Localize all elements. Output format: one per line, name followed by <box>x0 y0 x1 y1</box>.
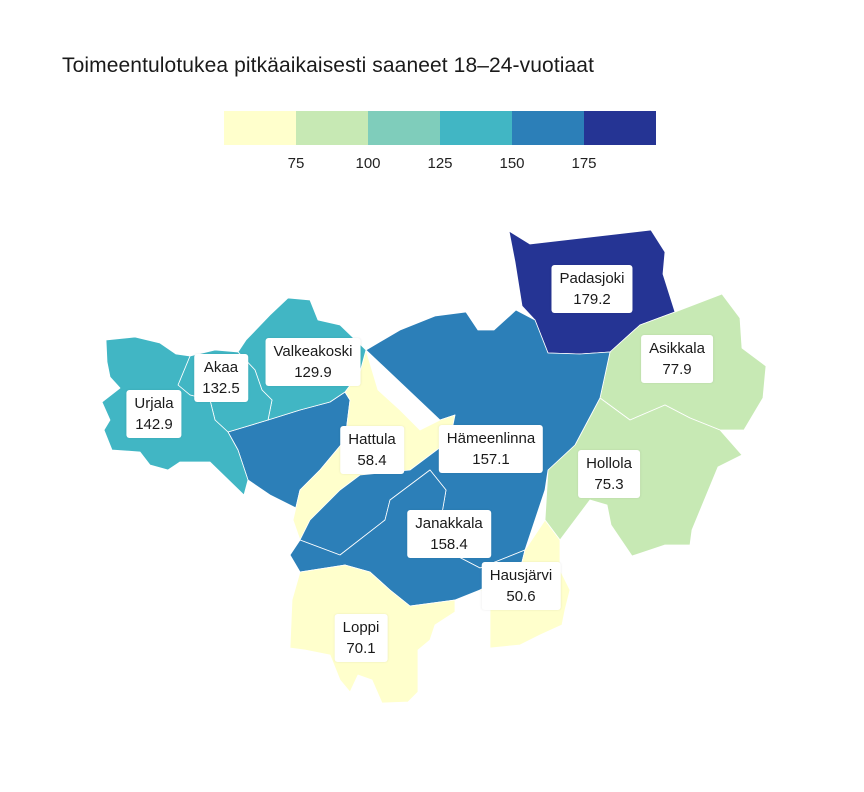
region-label-akaa: Akaa 132.5 <box>194 354 248 402</box>
region-value: 58.4 <box>357 452 387 469</box>
region-value: 157.1 <box>472 451 510 468</box>
region-label-padasjoki: Padasjoki 179.2 <box>551 265 633 313</box>
region-value: 77.9 <box>662 361 692 378</box>
region-value: 70.1 <box>346 640 376 657</box>
region-name: Loppi <box>342 619 380 636</box>
region-name: Hattula <box>348 431 396 448</box>
region-label-hollola: Hollola 75.3 <box>578 450 640 498</box>
legend-swatch-1 <box>224 111 296 145</box>
region-value: 129.9 <box>294 364 332 381</box>
legend-tick: 100 <box>355 155 381 172</box>
color-legend: 75 100 125 150 175 <box>224 111 656 181</box>
region-label-hattula: Hattula 58.4 <box>340 426 404 474</box>
region-label-valkeakoski: Valkeakoski 129.9 <box>265 338 361 386</box>
region-label-hameenlinna: Hämeenlinna 157.1 <box>438 425 544 473</box>
legend-tick: 125 <box>427 155 453 172</box>
region-label-janakkala: Janakkala 158.4 <box>407 510 491 558</box>
legend-swatch-4 <box>440 111 512 145</box>
region-value: 179.2 <box>573 291 611 308</box>
region-value: 75.3 <box>594 476 624 493</box>
region-label-urjala: Urjala 142.9 <box>126 390 182 438</box>
legend-swatch-3 <box>368 111 440 145</box>
map-title: Toimeentulotukea pitkäaikaisesti saaneet… <box>62 54 595 77</box>
legend-tick: 150 <box>499 155 525 172</box>
region-label-hausjarvi: Hausjärvi 50.6 <box>481 562 561 610</box>
legend-swatch-6 <box>584 111 656 145</box>
region-name: Hausjärvi <box>489 567 553 584</box>
region-name: Akaa <box>203 359 239 376</box>
region-name: Janakkala <box>415 515 483 532</box>
region-name: Padasjoki <box>559 270 625 287</box>
region-label-asikkala: Asikkala 77.9 <box>641 335 713 383</box>
region-value: 142.9 <box>135 416 173 433</box>
region-label-loppi: Loppi 70.1 <box>334 614 388 662</box>
region-value: 158.4 <box>430 536 468 553</box>
region-value: 50.6 <box>506 588 536 605</box>
region-name: Hollola <box>586 455 632 472</box>
legend-swatch-2 <box>296 111 368 145</box>
region-name: Asikkala <box>649 340 705 357</box>
legend-tick: 75 <box>287 155 305 172</box>
region-value: 132.5 <box>202 380 240 397</box>
region-name: Hämeenlinna <box>446 430 536 447</box>
legend-swatch-5 <box>512 111 584 145</box>
region-name: Valkeakoski <box>273 343 353 360</box>
legend-tick: 175 <box>571 155 597 172</box>
region-name: Urjala <box>134 395 174 412</box>
